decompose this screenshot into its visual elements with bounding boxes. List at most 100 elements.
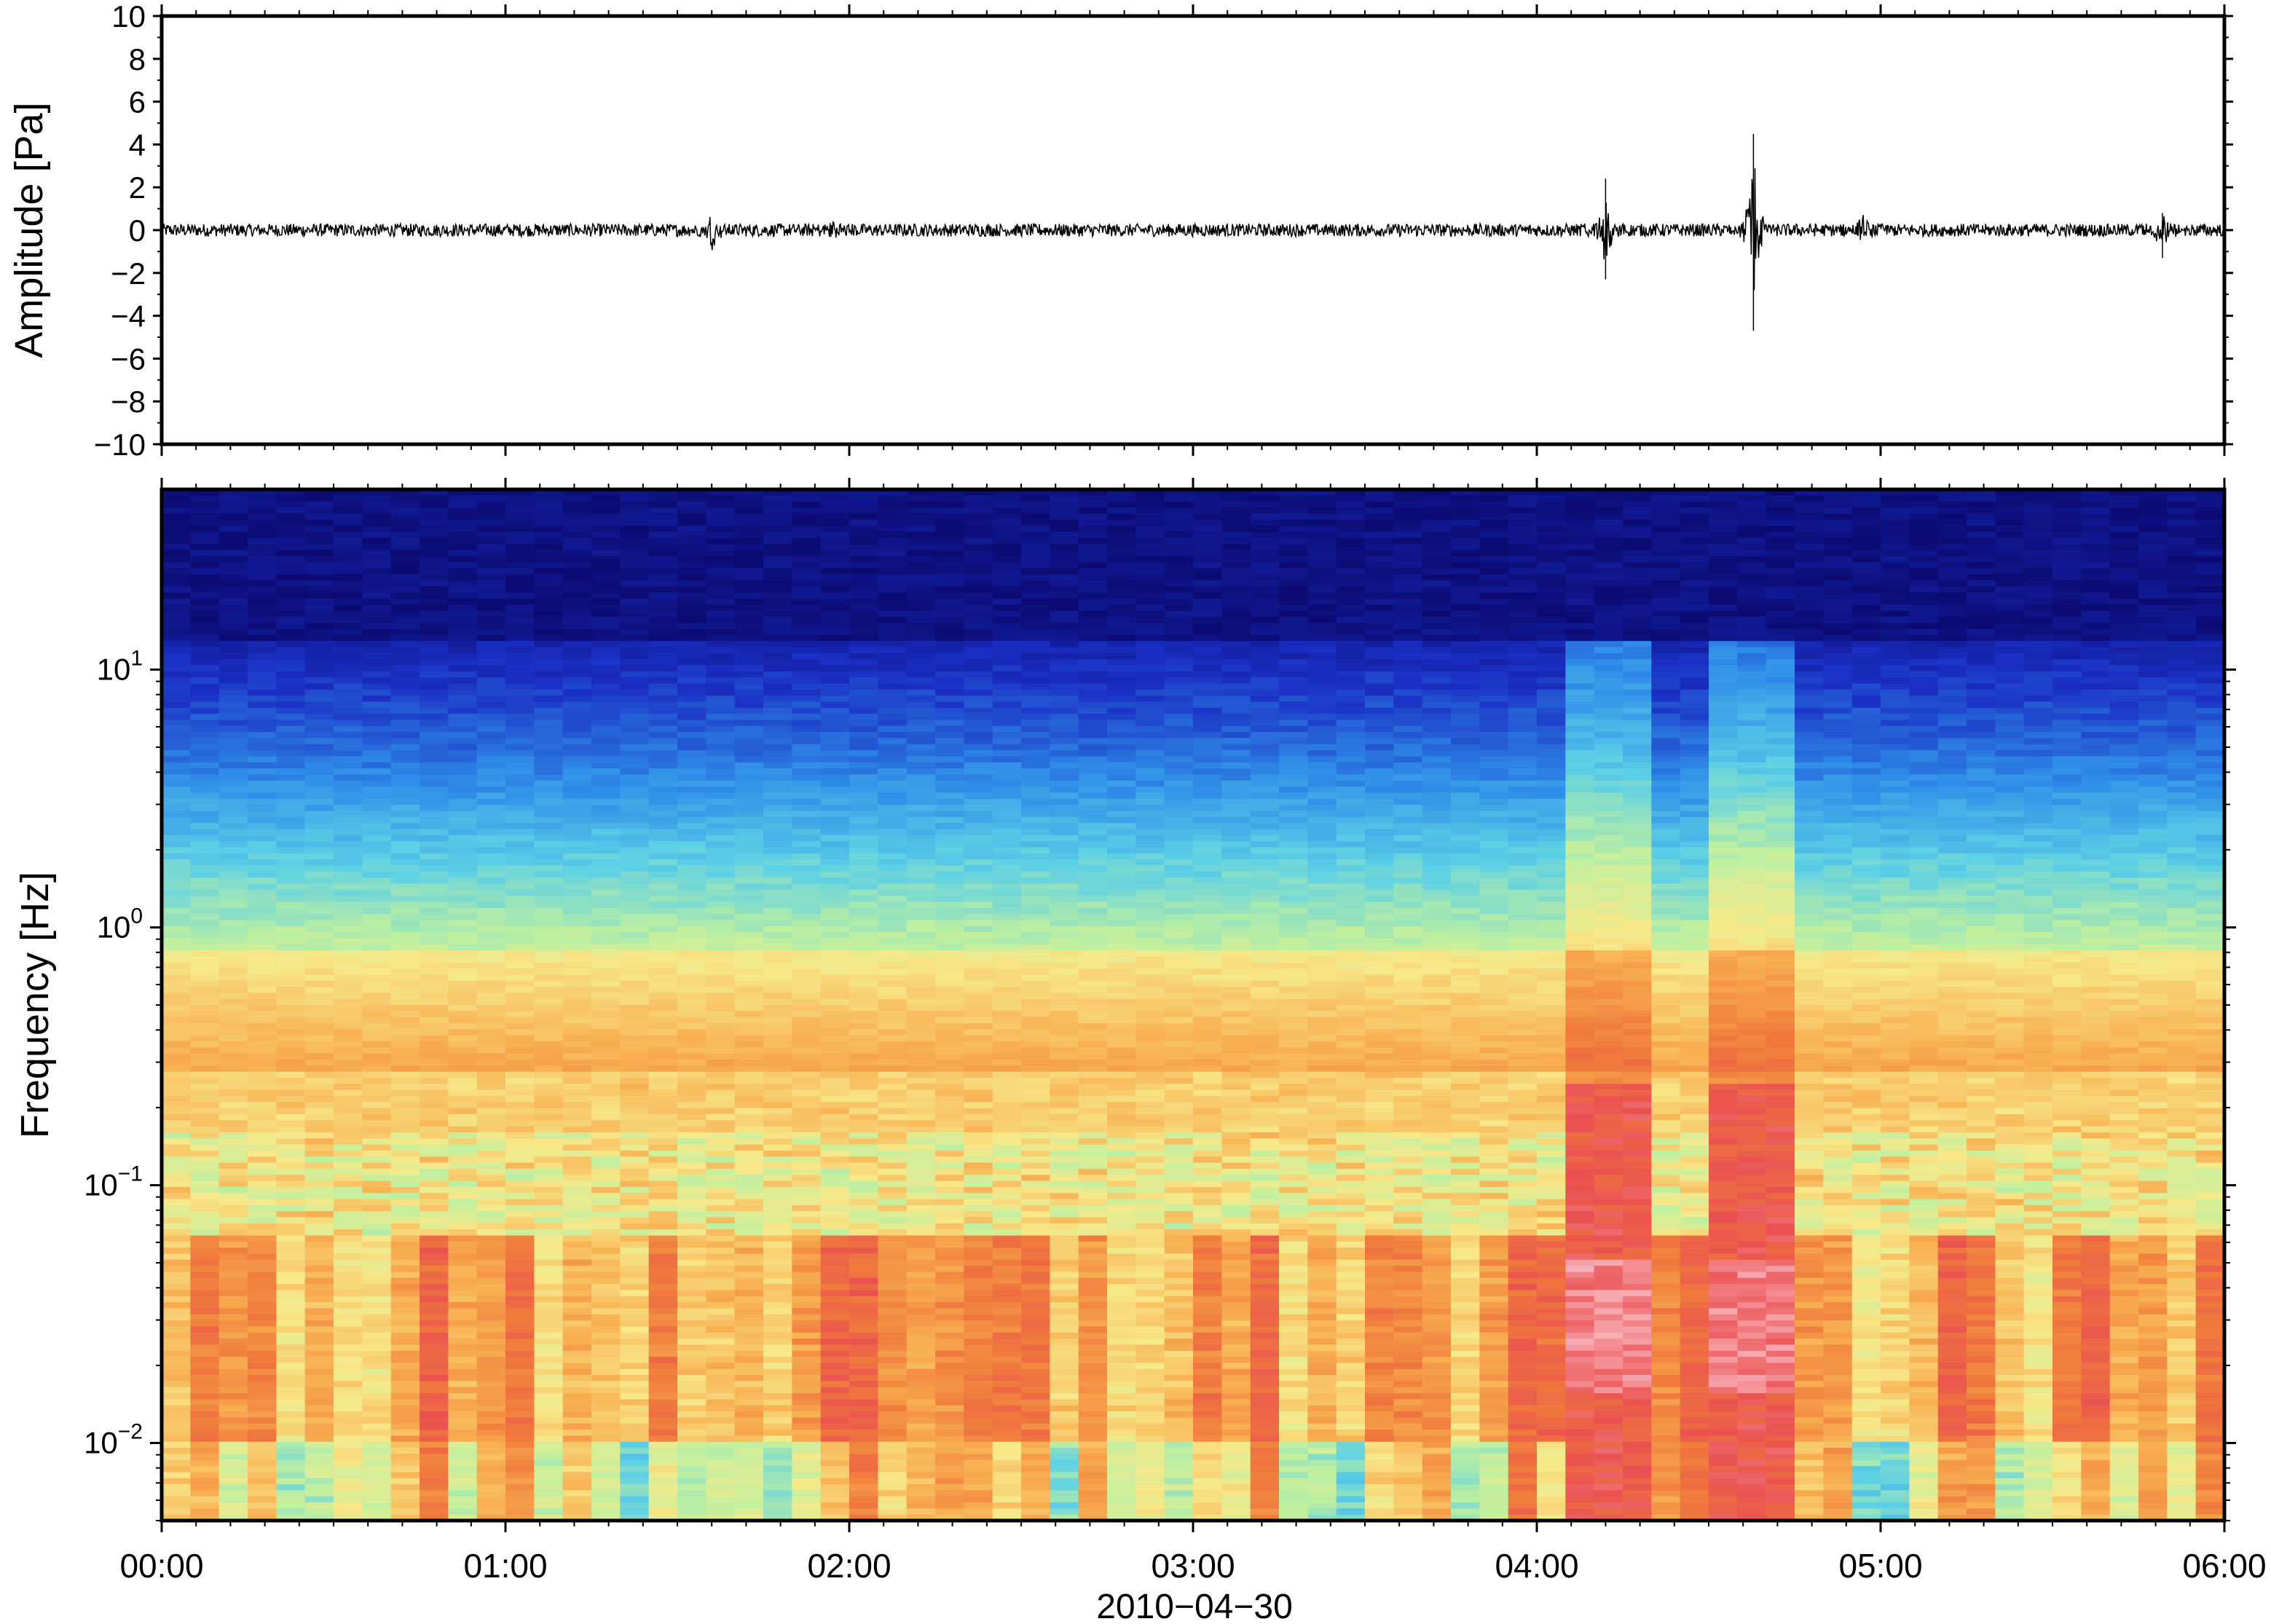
spectrogram-cell [992,707,1022,714]
spectrogram-cell [190,1496,220,1503]
spectrogram-cell [964,1314,993,1321]
spectrogram-cell [276,1217,306,1224]
spectrogram-cell [276,1266,306,1273]
spectrogram-cell [562,969,592,976]
spectrogram-cell [964,1387,993,1394]
spectrogram-cell [935,744,965,751]
spectrogram-cell [878,1005,908,1012]
spectrogram-cell [591,1320,621,1328]
spectrogram-cell [362,665,392,672]
spectrogram-cell [620,762,650,769]
spectrogram-cell [935,1168,965,1176]
spectrogram-cell [648,878,678,885]
spectrogram-cell [964,1454,993,1461]
spectrogram-cell [906,561,936,569]
spectrogram-cell [792,956,822,963]
spectrogram-cell [390,1065,420,1073]
spectrogram-cell [219,707,248,714]
spectrogram-cell [763,1381,793,1388]
spectrogram-cell [849,1441,879,1448]
spectrogram-cell [562,883,592,891]
spectrogram-cell [620,805,650,812]
spectrogram-cell [734,556,764,563]
spectrogram-cell [648,1011,678,1018]
spectrogram-cell [964,774,993,781]
spectrogram-cell [820,683,850,690]
spectrogram-cell [706,707,736,714]
spectrogram-cell [792,677,822,685]
spectrogram-cell [820,1186,850,1194]
spectrogram-cell [190,1022,220,1030]
spectrogram-cell [878,574,908,581]
spectrogram-cell [820,889,850,896]
spectrogram-cell [505,1053,535,1060]
spectrogram-cell [706,962,736,969]
spectrogram-cell [849,774,879,781]
spectrogram-cell [420,853,449,860]
spectrogram-cell [906,787,936,794]
spectrogram-cell [648,1059,678,1067]
spectrogram-cell [906,1344,936,1352]
spectrogram-cell [219,1332,248,1339]
spectrogram-cell [906,1041,936,1049]
spectrogram-cell [591,1484,621,1491]
spectrogram-cell [706,1514,736,1521]
spectrogram-cell [534,1435,564,1443]
spectrogram-cell [820,1113,850,1122]
spectrogram-cell [448,489,478,497]
spectrogram-cell [534,1229,564,1237]
spectrogram-cell [534,938,564,945]
spectrogram-cell [677,1441,707,1448]
spectrogram-cell [276,1484,306,1491]
spectrogram-cell [734,969,764,976]
spectrogram-cell [476,1435,506,1443]
spectrogram-cell [878,1332,908,1339]
spectrogram-cell [849,920,879,927]
spectrogram-cell [964,926,993,933]
spectrogram-cell [162,647,192,654]
spectrogram-cell [420,1102,449,1109]
spectrogram-cell [362,725,392,733]
spectrogram-cell [706,932,736,939]
spectrogram-cell [190,1472,220,1479]
spectrogram-cell [390,495,420,502]
spectrogram-cell [334,750,363,757]
spectrogram-cell [906,1423,936,1430]
spectrogram-cell [591,1430,621,1437]
spectrogram-cell [849,1320,879,1328]
spectrogram-cell [820,1466,850,1473]
spectrogram-cell [820,1144,850,1151]
spectrogram-cell [534,489,564,497]
spectrogram-cell [849,1314,879,1321]
spectrogram-cell [534,580,564,588]
spectrogram-cell [448,1211,478,1218]
spectrogram-cell [935,1247,965,1255]
spectrogram-cell [706,550,736,557]
spectrogram-cell [334,847,363,854]
spectrogram-cell [534,1126,564,1133]
spectrogram-cell [820,1017,850,1024]
spectrogram-cell [677,1077,707,1085]
spectrogram-cell [620,1022,650,1030]
spectrogram-cell [849,896,879,903]
spectrogram-cell [448,878,478,885]
spectrogram-cell [448,1022,478,1030]
spectrogram-cell [849,1223,879,1230]
spectrogram-cell [476,889,506,896]
spectrogram-cell [648,907,678,915]
spectrogram-cell [820,1156,850,1164]
spectrogram-cell [534,1102,564,1109]
spectrogram-cell [534,634,564,642]
spectrogram-cell [476,811,506,818]
spectrogram-cell [248,543,278,551]
spectrogram-cell [906,556,936,563]
spectrogram-cell [820,1326,850,1333]
spectrogram-cell [534,1035,564,1042]
spectrogram-cell [476,756,506,763]
spectrogram-cell [562,725,592,733]
spectrogram-cell [878,1423,908,1430]
spectrogram-cell [248,1344,278,1352]
spectrogram-cell [362,1368,392,1376]
spectrogram-cell [792,1466,822,1473]
spectrogram-cell [648,1514,678,1521]
